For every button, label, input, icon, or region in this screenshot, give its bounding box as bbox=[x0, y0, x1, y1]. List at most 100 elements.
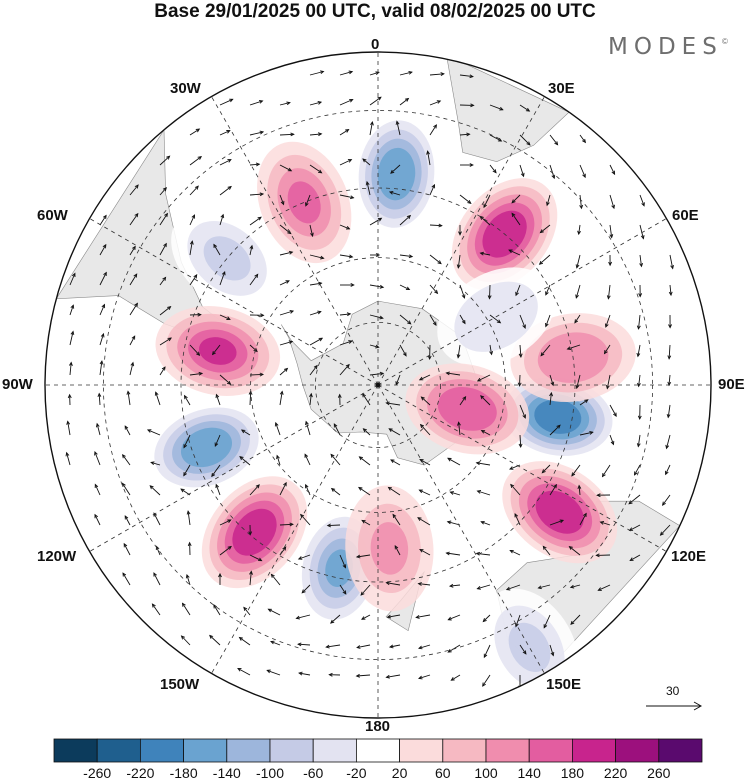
wind-vector-head bbox=[161, 366, 166, 371]
wind-vector bbox=[271, 574, 281, 586]
wind-vector bbox=[639, 194, 645, 206]
wind-vector bbox=[331, 488, 341, 496]
wind-vector bbox=[480, 252, 491, 256]
wind-vector-head bbox=[95, 422, 100, 428]
wind-vector-head bbox=[388, 428, 393, 432]
wind-vector bbox=[549, 134, 558, 145]
wind-vector-head bbox=[446, 520, 452, 525]
wind-vector-head bbox=[545, 322, 549, 328]
wind-vector-head bbox=[479, 251, 485, 256]
wind-vector bbox=[301, 584, 311, 594]
wind-vector bbox=[305, 194, 311, 206]
wind-vector bbox=[279, 194, 285, 205]
wind-vector bbox=[189, 344, 200, 356]
reference-vector-head bbox=[693, 701, 703, 711]
wind-vector bbox=[482, 614, 491, 622]
wind-vector-head bbox=[601, 472, 606, 478]
wind-vector bbox=[549, 164, 555, 179]
wind-vector bbox=[362, 158, 371, 166]
wind-vector-head bbox=[282, 546, 287, 551]
wind-vector-head bbox=[575, 294, 579, 299]
wind-vector-head bbox=[415, 615, 420, 619]
anomaly-contour bbox=[232, 508, 277, 556]
wind-vector bbox=[99, 361, 103, 376]
wind-vector-head bbox=[330, 487, 336, 492]
wind-vector-head bbox=[134, 212, 139, 218]
wind-vector bbox=[189, 372, 203, 376]
wind-vector-head bbox=[288, 250, 294, 255]
wind-vector-head bbox=[320, 70, 325, 75]
wind-vector-head bbox=[167, 305, 172, 310]
wind-vector bbox=[279, 523, 293, 526]
wind-vector bbox=[279, 133, 294, 136]
wind-vector bbox=[669, 254, 674, 269]
wind-vector bbox=[519, 644, 527, 655]
wind-vector-head bbox=[154, 391, 159, 396]
wind-vector-head bbox=[462, 395, 467, 401]
wind-vector bbox=[239, 456, 251, 466]
lon-label-120e: 120E bbox=[671, 548, 707, 565]
wind-vector-head bbox=[526, 141, 531, 146]
wind-vector-head bbox=[134, 184, 139, 189]
wind-vector bbox=[420, 424, 431, 436]
wind-vector bbox=[243, 607, 251, 616]
wind-vector-head bbox=[266, 669, 271, 674]
wind-vector-head bbox=[193, 274, 198, 279]
wind-vector-head bbox=[94, 483, 99, 489]
wind-vector-head bbox=[361, 616, 366, 620]
wind-vector-head bbox=[375, 253, 381, 257]
wind-vector bbox=[122, 572, 131, 586]
wind-vector-head bbox=[385, 401, 390, 406]
wind-vector bbox=[427, 151, 431, 166]
wind-vector-head bbox=[575, 264, 580, 269]
wind-vector bbox=[579, 134, 586, 143]
wind-vector-head bbox=[304, 453, 309, 458]
wind-vector bbox=[279, 224, 292, 234]
wind-vector-head bbox=[346, 312, 352, 317]
wind-vector bbox=[450, 491, 461, 496]
wind-vector bbox=[309, 311, 321, 316]
wind-vector-head bbox=[475, 461, 481, 466]
wind-vector bbox=[309, 365, 318, 376]
wind-vector bbox=[360, 584, 371, 596]
wind-vector bbox=[448, 614, 461, 621]
wind-vector bbox=[429, 224, 442, 227]
wind-vector bbox=[339, 340, 352, 346]
wind-vector-head bbox=[539, 229, 544, 234]
wind-vector bbox=[276, 455, 281, 466]
wind-vector bbox=[429, 124, 437, 136]
wind-vector-head bbox=[599, 521, 605, 525]
wind-vector bbox=[249, 216, 262, 226]
wind-vector bbox=[637, 434, 641, 447]
wind-vector bbox=[638, 374, 641, 387]
wind-vector-head bbox=[220, 213, 225, 219]
wind-vector-head bbox=[456, 264, 461, 269]
wind-vector bbox=[215, 484, 221, 496]
wind-vector bbox=[578, 485, 581, 496]
colorbar-tick-label: -220 bbox=[126, 765, 155, 781]
wind-vector-head bbox=[370, 120, 374, 126]
wind-vector bbox=[519, 344, 522, 358]
wind-vector bbox=[451, 674, 461, 681]
wind-vector-head bbox=[301, 589, 306, 594]
lon-label-0: 0 bbox=[371, 36, 380, 53]
wind-vector bbox=[388, 428, 401, 436]
wind-vector-head bbox=[153, 572, 157, 577]
wind-vector-head bbox=[487, 295, 492, 300]
wind-vector-head bbox=[476, 490, 482, 494]
wind-vector bbox=[339, 71, 353, 76]
wind-vector-head bbox=[362, 158, 367, 163]
wind-vector bbox=[189, 185, 199, 196]
wind-vector-head bbox=[287, 167, 293, 172]
wind-vector bbox=[429, 284, 438, 294]
wind-vector-head bbox=[517, 382, 522, 387]
wind-vector-head bbox=[458, 231, 462, 236]
wind-vector-head bbox=[243, 606, 248, 611]
wind-vector-head bbox=[640, 235, 645, 240]
wind-vector bbox=[369, 121, 373, 136]
wind-vector-head bbox=[330, 453, 335, 458]
wind-vector bbox=[309, 71, 324, 76]
wind-vector-head bbox=[355, 673, 360, 678]
wind-vector bbox=[339, 129, 349, 136]
